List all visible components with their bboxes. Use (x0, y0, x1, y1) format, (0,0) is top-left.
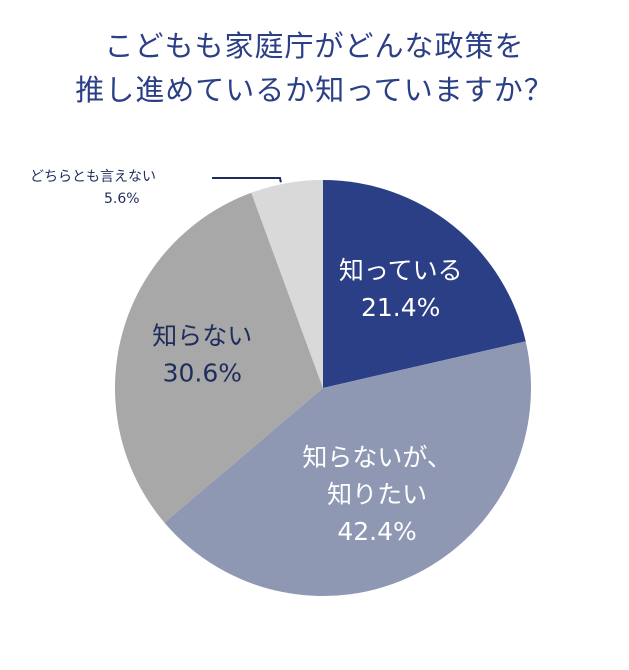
pie-slice-3 (114, 192, 324, 523)
slice-labels: 知っている 21.4% 知らないが、知りたい 42.4% 知らない 30.6% (152, 177, 463, 546)
outside-label-value: 5.6% (104, 191, 140, 207)
outside-slice-label: どちらとも言えない 5.6% (18, 166, 228, 210)
slice-1-label: 知っている (339, 256, 463, 285)
outside-label-name: どちらとも言えない (30, 169, 156, 185)
chart-title: こどもも家庭庁がどんな政策を 推し進めているか知っていますか？ (0, 24, 629, 112)
leader-line (212, 177, 282, 183)
slice-2-label: 知らないが、 (302, 443, 452, 472)
pie-slice-1 (323, 180, 526, 388)
pie-slices (114, 180, 532, 597)
pie-slice-2 (164, 341, 532, 597)
slice-1-value: 21.4% (361, 293, 440, 322)
slice-3-label: 知らない (152, 322, 252, 351)
title-line-2: 推し進めているか知っていますか？ (75, 73, 554, 107)
slice-3-value: 30.6% (163, 359, 242, 388)
pie-slice-4 (251, 180, 323, 388)
title-line-1: こどもも家庭庁がどんな政策を (104, 29, 525, 63)
slice-2-value: 42.4% (337, 517, 416, 546)
slice-2-label: 知りたい (327, 480, 427, 509)
